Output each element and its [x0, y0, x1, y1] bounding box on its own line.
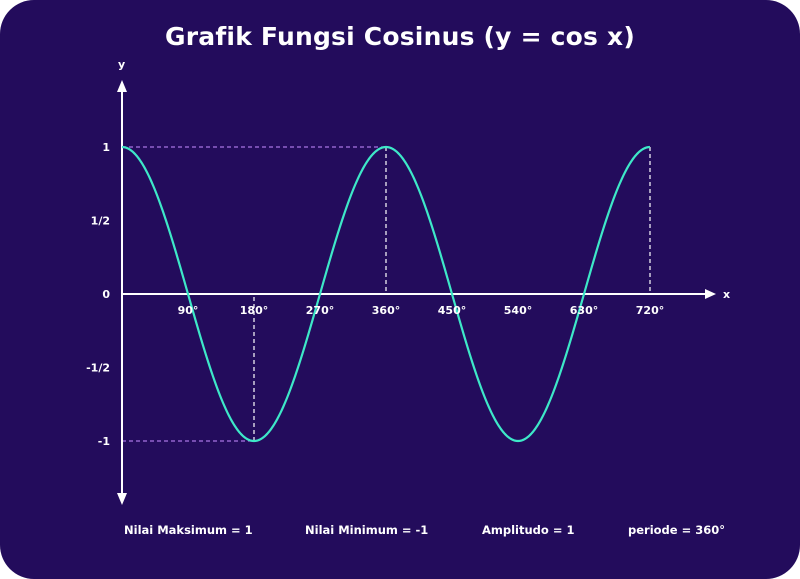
x-tick-label-630: 630°: [570, 304, 598, 317]
max-value-note: Nilai Maksimum = 1: [124, 523, 253, 537]
y-tick-label-3: -1/2: [86, 362, 110, 375]
y-axis-label: y: [118, 58, 125, 71]
tick-labels: 90° 180° 270° 360° 450° 540° 630° 720° 1 1/2 0 -1/2…: [86, 141, 664, 448]
x-axis-arrow-icon: [705, 289, 716, 299]
y-tick-label-0: 1: [102, 141, 110, 154]
x-tick-label-450: 450°: [438, 304, 466, 317]
min-value-note: Nilai Minimum = -1: [305, 523, 429, 537]
chart-title: Grafik Fungsi Cosinus (y = cos x): [165, 22, 635, 51]
period-note: periode = 360°: [628, 523, 725, 537]
y-axis-up-arrow-icon: [117, 80, 127, 92]
y-tick-label-4: -1: [98, 435, 110, 448]
axes: x y: [117, 58, 730, 505]
x-tick-label-540: 540°: [504, 304, 532, 317]
y-tick-label-1: 1/2: [91, 215, 110, 228]
series-cos: [121, 145, 651, 443]
y-axis-down-arrow-icon: [117, 493, 127, 505]
x-tick-label-270: 270°: [306, 304, 334, 317]
x-tick-label-360: 360°: [372, 304, 400, 317]
x-tick-label-720: 720°: [636, 304, 664, 317]
x-tick-label-90: 90°: [178, 304, 199, 317]
x-axis-label: x: [723, 288, 730, 301]
amplitude-note: Amplitudo = 1: [482, 523, 575, 537]
drop-lines: [253, 147, 651, 441]
y-tick-label-2: 0: [102, 288, 110, 301]
x-tick-label-180: 180°: [240, 304, 268, 317]
reference-lines: [122, 146, 386, 442]
